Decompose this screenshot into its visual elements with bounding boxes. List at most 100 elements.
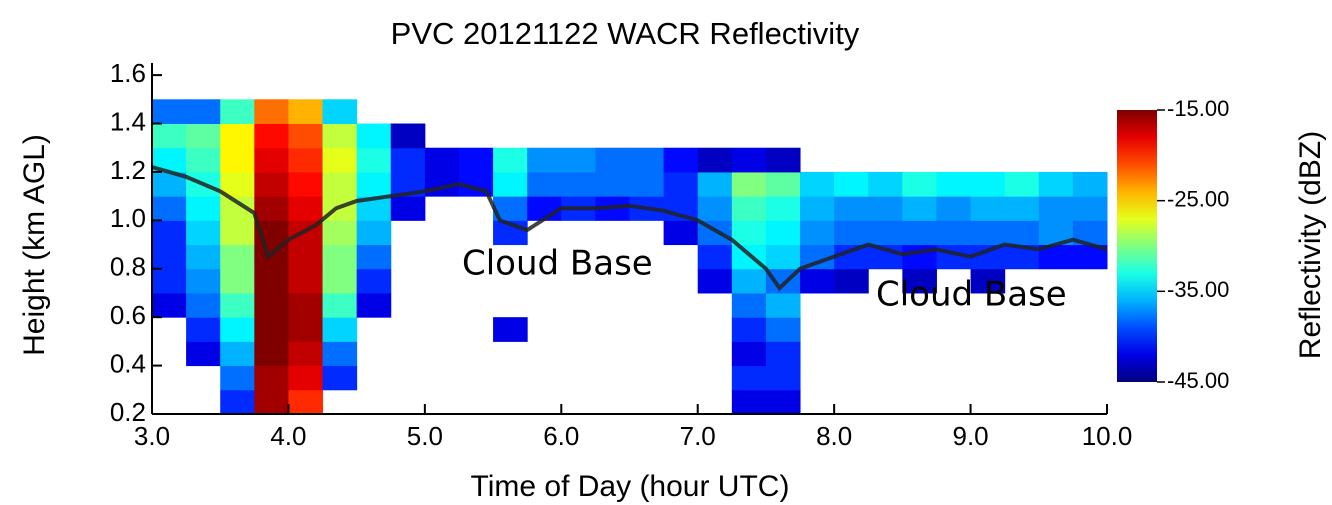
heatmap-cell — [186, 196, 221, 221]
heatmap-cell — [186, 341, 221, 367]
heatmap-cell — [322, 244, 358, 270]
heatmap-cell — [731, 220, 767, 246]
heatmap-cell — [288, 99, 324, 125]
heatmap-cell — [731, 341, 767, 367]
heatmap-cell — [902, 171, 937, 197]
heatmap-cell — [765, 196, 801, 221]
heatmap-cell — [936, 196, 972, 221]
heatmap-cell — [424, 147, 460, 173]
heatmap-cell — [186, 317, 221, 342]
chart-title: PVC 20121122 WACR Reflectivity — [391, 16, 860, 51]
heatmap-cell — [220, 171, 255, 197]
heatmap-cell — [970, 268, 1006, 294]
heatmap-cell — [220, 244, 255, 270]
colorbar-tick-label: -15.00 — [1167, 96, 1229, 121]
heatmap-cell — [868, 171, 903, 197]
heatmap-cell — [152, 196, 187, 221]
heatmap-cell — [731, 171, 767, 197]
heatmap-cell — [493, 171, 528, 197]
heatmap-cell — [800, 220, 835, 246]
heatmap-cell — [663, 171, 699, 197]
heatmap-cell — [152, 268, 187, 294]
x-tick-label: 5.0 — [407, 421, 443, 451]
heatmap-cell — [1004, 220, 1040, 246]
heatmap-cell — [629, 171, 665, 197]
heatmap-cell — [834, 196, 869, 221]
heatmap-cell — [731, 317, 767, 342]
heatmap-cell — [288, 268, 324, 294]
heatmap-cell — [322, 99, 358, 125]
heatmap-cell — [970, 171, 1006, 197]
heatmap-cell — [356, 147, 392, 173]
y-tick-label: 1.2 — [110, 155, 146, 185]
heatmap-cell — [254, 196, 289, 221]
heatmap-cell — [186, 123, 221, 149]
heatmap-cell — [902, 220, 937, 246]
heatmap-cell — [731, 268, 767, 294]
heatmap-cell — [731, 196, 767, 221]
heatmap-cell — [254, 123, 289, 149]
heatmap-cell — [561, 171, 596, 197]
heatmap-cell — [288, 196, 324, 221]
heatmap-cell — [288, 365, 324, 391]
heatmap-cell — [220, 268, 255, 294]
heatmap-cell — [254, 268, 289, 294]
y-tick-label: 0.4 — [110, 348, 146, 378]
heatmap-cell — [356, 244, 392, 270]
y-tick-label: 1.6 — [110, 58, 146, 88]
heatmap-cell — [731, 365, 767, 391]
heatmap-cell — [902, 196, 937, 221]
y-tick-label: 1.4 — [110, 106, 146, 136]
heatmap-cell — [1004, 171, 1040, 197]
y-tick-label: 0.6 — [110, 300, 146, 330]
heatmap-cell — [765, 365, 801, 391]
heatmap-cell — [629, 147, 665, 173]
heatmap-cell — [765, 171, 801, 197]
cloud-base-line — [151, 165, 1108, 292]
heatmap-cell — [936, 171, 972, 197]
heatmap-cell — [254, 147, 289, 173]
heatmap-cell — [868, 220, 903, 246]
heatmap-cell — [697, 244, 733, 270]
x-tick-label: 4.0 — [270, 421, 306, 451]
heatmap-cell — [186, 220, 221, 246]
heatmap-cell — [561, 147, 596, 173]
y-axis-label: Height (km AGL) — [18, 134, 51, 356]
heatmap-cell — [322, 365, 358, 391]
heatmap-cell — [868, 196, 903, 221]
heatmap-cell — [356, 268, 392, 294]
annotation: Cloud Base — [462, 244, 653, 284]
heatmap-cell — [493, 317, 528, 342]
heatmap-cell — [697, 147, 733, 173]
heatmap-cell — [765, 389, 801, 415]
heatmap-cell — [152, 123, 187, 149]
heatmap-cell — [390, 147, 426, 173]
heatmap-cell — [458, 147, 494, 173]
heatmap-cell — [288, 171, 324, 197]
heatmap-cell — [220, 99, 255, 125]
heatmap-cell — [288, 292, 324, 318]
heatmap-cell — [254, 365, 289, 391]
x-tick-label: 6.0 — [543, 421, 579, 451]
heatmap-cell — [322, 292, 358, 318]
heatmap-cell — [1038, 196, 1074, 221]
x-tick-label: 7.0 — [680, 421, 716, 451]
colorbar-label: Reflectivity (dBZ) — [1294, 131, 1327, 359]
heatmap-cell — [697, 196, 733, 221]
heatmap-cell — [254, 244, 289, 270]
heatmap-cell — [765, 317, 801, 342]
heatmap-cell — [697, 171, 733, 197]
heatmap-cell — [322, 268, 358, 294]
heatmap-cell — [322, 341, 358, 367]
heatmap-cell — [152, 292, 187, 318]
heatmap-cell — [220, 365, 255, 391]
heatmap-cell — [186, 99, 221, 125]
heatmap-cell — [288, 341, 324, 367]
heatmap-cell — [1004, 196, 1040, 221]
heatmap-cell — [765, 292, 801, 318]
heatmap-cell — [834, 268, 869, 294]
heatmap-cell — [356, 292, 392, 318]
colorbar-tick-label: -35.00 — [1167, 277, 1229, 302]
heatmap-cell — [322, 147, 358, 173]
